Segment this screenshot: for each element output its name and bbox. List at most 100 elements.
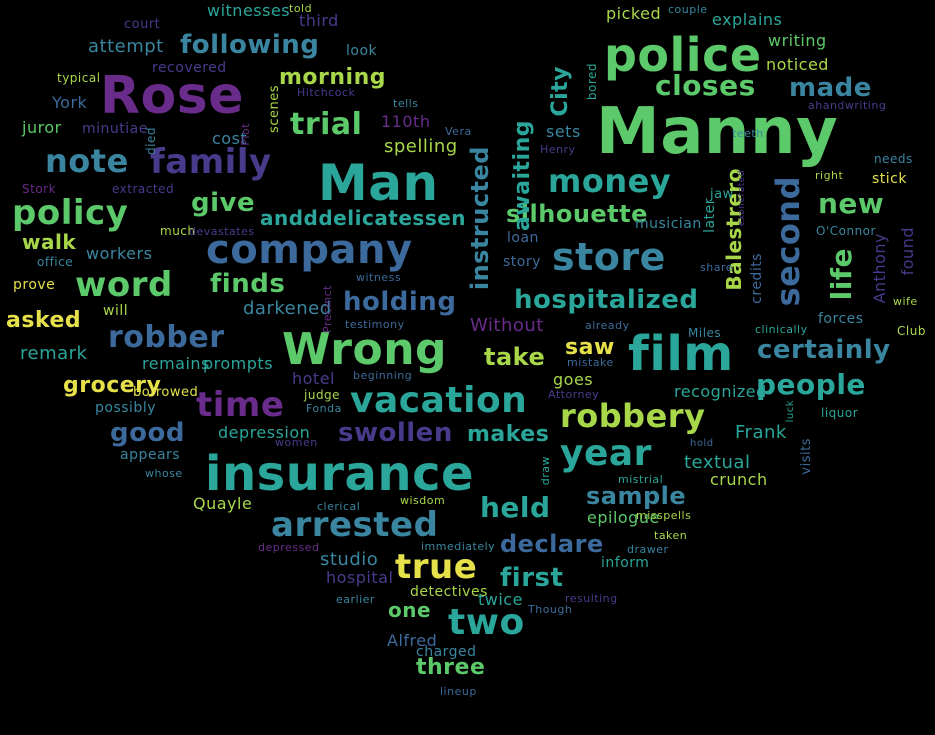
word-court: court <box>124 17 161 32</box>
word-anthony: Anthony <box>870 233 889 304</box>
word-man: Man <box>318 154 439 212</box>
word-bored: bored <box>585 63 599 101</box>
word-draw: draw <box>539 456 552 486</box>
word-mistrial: mistrial <box>618 473 664 486</box>
word-wisdom: wisdom <box>400 494 446 507</box>
word-taken: taken <box>654 529 688 542</box>
word-needs: needs <box>874 152 913 166</box>
word-died: died <box>144 127 158 155</box>
word-mistake: mistake <box>567 356 614 369</box>
word-beginning: beginning <box>353 369 413 382</box>
word-fonda: Fonda <box>306 402 342 415</box>
word-sample: sample <box>586 482 687 510</box>
word-declare: declare <box>500 530 604 558</box>
word-closes: closes <box>655 69 756 102</box>
word-exonerated: exonerated <box>737 170 747 227</box>
word-typical: typical <box>57 71 101 85</box>
word-people: people <box>756 368 866 401</box>
word-swollen: swollen <box>338 418 453 448</box>
word-second: second <box>769 176 807 307</box>
word-awaiting: awaiting <box>510 120 535 232</box>
word-forces: forces <box>818 311 864 327</box>
word-luck: luck <box>785 400 796 423</box>
word-prompts: prompts <box>203 354 274 373</box>
word-hospitalized: hospitalized <box>514 285 699 315</box>
word-police: police <box>604 28 762 82</box>
word-remark: remark <box>20 343 88 364</box>
word-family: family <box>150 142 272 182</box>
word-plot: Plot <box>239 123 252 146</box>
word-makes: makes <box>467 422 550 447</box>
word-three: three <box>416 655 486 680</box>
word-workers: workers <box>86 244 153 263</box>
word-found: found <box>898 227 917 276</box>
word-andddelicatessen: andddelicatessen <box>260 206 467 230</box>
word-prove: prove <box>13 277 56 293</box>
word-misspells: misspells <box>636 509 692 522</box>
word-wrong: Wrong <box>282 324 448 375</box>
word-first: first <box>500 563 564 593</box>
word-hitchcock: Hitchcock <box>297 86 356 99</box>
word-walk: walk <box>22 230 77 254</box>
word-couple: couple <box>668 3 708 16</box>
word-without: Without <box>470 315 544 336</box>
word-earlier: earlier <box>336 593 375 606</box>
word-ahandwriting: ahandwriting <box>808 99 887 112</box>
word-club: Club <box>897 324 926 338</box>
word-robbery: robbery <box>560 397 706 435</box>
word-vacation: vacation <box>350 380 528 421</box>
word-morning: morning <box>279 65 387 90</box>
word-finds: finds <box>210 269 286 299</box>
word-jaw: jaw <box>710 187 734 202</box>
word-though: Though <box>528 603 573 616</box>
word-quayle: Quayle <box>193 494 253 513</box>
word-110th: 110th <box>381 112 431 131</box>
word-rose: Rose <box>100 66 244 126</box>
word-detectives: detectives <box>410 584 488 600</box>
word-twice: twice <box>478 590 523 609</box>
word-arrested: arrested <box>271 505 439 545</box>
word-hospital: hospital <box>326 568 394 587</box>
word-year: year <box>560 433 652 474</box>
word-film: film <box>628 326 734 382</box>
word-holding: holding <box>343 287 457 317</box>
word-goes: goes <box>553 370 594 389</box>
word-certainly: certainly <box>757 335 891 365</box>
word-explains: explains <box>712 10 783 29</box>
word-scenes: scenes <box>267 85 282 133</box>
word-look: look <box>346 43 378 59</box>
word-precinct: Precinct <box>321 285 334 333</box>
word-held: held <box>480 491 551 524</box>
word-wife: wife <box>893 295 918 308</box>
word-henry: Henry <box>540 143 576 156</box>
word-o-connor: O'Connor <box>816 224 876 238</box>
word-following: following <box>180 30 320 60</box>
word-remains: remains <box>142 354 210 373</box>
word-much: much <box>160 224 196 238</box>
word-will: will <box>103 303 129 319</box>
word-store: store <box>552 235 666 279</box>
word-word: word <box>75 265 173 305</box>
word-witnesses: witnesses <box>207 1 291 20</box>
word-drawer: drawer <box>627 543 669 556</box>
word-money: money <box>548 162 672 200</box>
word-appears: appears <box>120 447 181 463</box>
word-later: later <box>702 198 718 233</box>
word-already: already <box>585 319 630 332</box>
word-crunch: crunch <box>710 470 768 489</box>
word-city: City <box>548 66 573 117</box>
word-women: women <box>275 436 318 449</box>
word-frank: Frank <box>735 422 787 443</box>
word-time: time <box>196 385 285 425</box>
word-testimony: testimony <box>345 318 405 331</box>
word-right: right <box>815 169 844 182</box>
word-witness: witness <box>356 271 402 284</box>
word-policy: policy <box>12 193 129 233</box>
word-stick: stick <box>872 171 907 187</box>
word-recovered: recovered <box>152 60 227 76</box>
word-saw: saw <box>565 335 615 360</box>
word-office: office <box>37 255 74 269</box>
word-immediately: immediately <box>421 540 496 553</box>
word-manny: Manny <box>596 95 839 169</box>
